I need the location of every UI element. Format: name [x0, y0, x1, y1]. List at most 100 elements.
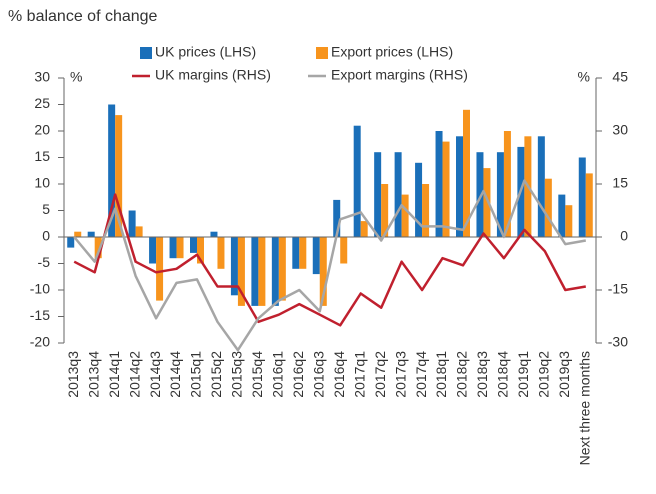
- x-tick-label: 2014q1: [106, 351, 122, 398]
- x-tick-label: 2017q3: [392, 351, 408, 398]
- bar: [108, 104, 116, 237]
- x-tick-label: 2017q1: [351, 351, 367, 398]
- bar: [483, 168, 491, 237]
- y-tick-label: 20: [34, 122, 50, 138]
- x-tick-label: 2018q4: [495, 351, 511, 398]
- x-tick-label: 2019q3: [556, 351, 572, 398]
- y2-tick-label: 15: [612, 175, 628, 191]
- x-tick-label: 2018q3: [474, 351, 490, 398]
- line: [73, 179, 587, 352]
- x-tick-label: 2015q4: [249, 351, 265, 398]
- bar: [401, 194, 409, 237]
- bar: [210, 231, 218, 237]
- bar: [149, 237, 157, 264]
- y-tick-label: -5: [38, 254, 51, 270]
- legend-swatch: [140, 47, 152, 59]
- x-tick-label: 2014q3: [147, 351, 163, 398]
- bar: [585, 173, 593, 237]
- y2-unit: %: [578, 69, 590, 85]
- x-tick-label: 2018q2: [454, 351, 470, 398]
- x-tick-label: 2015q3: [229, 351, 245, 398]
- bar: [128, 210, 136, 237]
- x-tick-label: 2019q2: [536, 351, 552, 398]
- bar: [435, 131, 443, 237]
- bar: [190, 237, 197, 253]
- bar: [544, 178, 552, 237]
- bar: [217, 237, 225, 269]
- x-tick-label: 2016q3: [310, 351, 326, 398]
- y-tick-label: 15: [34, 148, 50, 164]
- y-tick-label: -20: [30, 334, 50, 350]
- bar: [67, 237, 75, 248]
- x-tick-label: 2015q1: [188, 351, 204, 398]
- x-tick-label: 2017q4: [413, 351, 429, 398]
- x-tick-label: 2013q4: [85, 351, 101, 398]
- legend-label: Export prices (LHS): [331, 44, 453, 60]
- y-tick-label: -15: [30, 307, 50, 323]
- y-tick-label: 0: [42, 228, 50, 244]
- y-tick-label: 25: [34, 95, 50, 111]
- bar: [156, 237, 164, 301]
- bar: [381, 184, 389, 237]
- bar: [333, 199, 341, 237]
- y-tick-label: -10: [30, 281, 50, 297]
- x-tick-label: 2017q2: [372, 351, 388, 398]
- bar: [374, 152, 382, 237]
- bar: [299, 237, 307, 269]
- x-tick-label: 2016q4: [331, 351, 347, 398]
- x-tick-label: 2018q1: [433, 351, 449, 398]
- y-unit: %: [70, 69, 82, 85]
- bar: [278, 237, 286, 301]
- x-tick-label: 2014q4: [167, 351, 183, 398]
- y2-tick-label: -15: [608, 281, 628, 297]
- bar: [463, 109, 470, 237]
- legend-swatch: [316, 47, 328, 59]
- x-tick-label: Next three months: [576, 351, 592, 465]
- bar: [496, 152, 504, 237]
- x-tick-label: 2013q3: [65, 351, 81, 398]
- chart-title: % balance of change: [8, 8, 158, 25]
- bar: [422, 184, 430, 237]
- y-tick-label: 30: [34, 69, 50, 85]
- bar: [319, 237, 327, 306]
- bar: [258, 237, 266, 306]
- bar: [360, 221, 368, 237]
- bar: [74, 231, 82, 237]
- bar: [415, 162, 423, 237]
- bar: [230, 237, 238, 296]
- x-tick-label: 2016q2: [290, 351, 306, 398]
- bar: [135, 226, 143, 237]
- bar: [251, 237, 259, 306]
- bar: [94, 237, 102, 259]
- bar: [169, 237, 177, 259]
- x-tick-label: 2015q2: [208, 351, 224, 398]
- bar: [340, 237, 348, 264]
- bar: [87, 231, 95, 237]
- bar: [353, 125, 361, 237]
- bar: [537, 136, 545, 237]
- bar: [237, 237, 245, 306]
- x-tick-label: 2019q1: [515, 351, 531, 398]
- y-tick-label: 5: [42, 201, 50, 217]
- y2-tick-label: 30: [612, 122, 628, 138]
- bar: [394, 152, 402, 237]
- bar: [312, 237, 320, 275]
- bar: [115, 115, 123, 237]
- bar: [558, 194, 566, 237]
- x-tick-label: 2016q1: [270, 351, 286, 398]
- legend-label: UK prices (LHS): [155, 44, 256, 60]
- y2-tick-label: 45: [612, 69, 628, 85]
- bar: [176, 237, 184, 259]
- y2-tick-label: -30: [608, 334, 628, 350]
- legend-label: Export margins (RHS): [331, 67, 468, 83]
- bar: [476, 152, 484, 237]
- y2-tick-label: 0: [620, 228, 628, 244]
- legend-label: UK margins (RHS): [155, 67, 271, 83]
- bar: [442, 141, 450, 237]
- bar: [292, 237, 300, 269]
- bar: [271, 237, 279, 306]
- bar: [578, 157, 586, 237]
- y-tick-label: 10: [34, 175, 50, 191]
- bar: [565, 205, 573, 237]
